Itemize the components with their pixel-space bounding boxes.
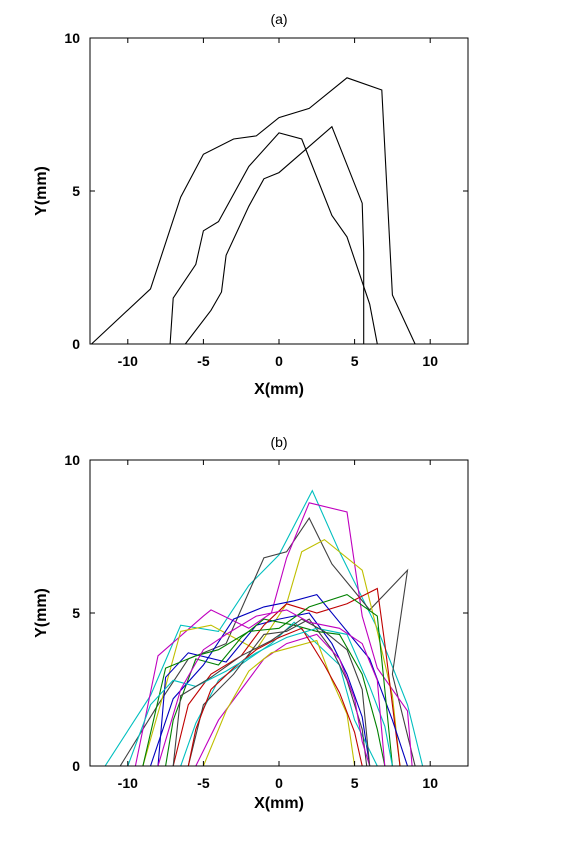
y-tick-label: 10	[64, 30, 80, 46]
series-line-13	[142, 593, 393, 767]
series-line-15	[127, 627, 393, 767]
chart-panel-b: -10 -5 0 5 10 0 5 10 (b) X(mm) Y(mm)	[33, 434, 469, 812]
x-tick-label: -10	[118, 775, 138, 791]
series-line-1	[91, 77, 416, 345]
series-line-1	[104, 489, 424, 767]
y-tick-label: 0	[72, 758, 80, 774]
series-line-8	[180, 621, 378, 767]
panel-title: (a)	[270, 11, 287, 27]
x-tick-label: -5	[197, 775, 210, 791]
x-tick-label: -5	[197, 353, 210, 369]
series-line-3	[184, 125, 365, 345]
y-tick-label: 10	[64, 452, 80, 468]
x-tick-label: 0	[275, 353, 283, 369]
x-axis-label: X(mm)	[254, 381, 304, 398]
series-line-3	[134, 502, 413, 767]
x-tick-label: 5	[351, 775, 359, 791]
series-line-17	[157, 609, 386, 767]
plot-frame	[89, 37, 469, 345]
y-tick-label: 5	[72, 605, 80, 621]
y-tick-label: 0	[72, 336, 80, 352]
x-tick-label: -10	[118, 353, 138, 369]
series-line-2	[119, 517, 416, 767]
x-tick-label: 10	[422, 353, 438, 369]
x-tick-label: 10	[422, 775, 438, 791]
series-line-2	[169, 132, 378, 345]
x-tick-label: 0	[275, 775, 283, 791]
y-axis-label: Y(mm)	[33, 588, 50, 638]
series-line-9	[187, 618, 368, 767]
y-axis-label: Y(mm)	[33, 166, 50, 216]
chart-panel-a: -10 -5 0 5 10 0 5 10 (a) X(mm) Y(mm)	[33, 11, 469, 398]
x-axis-label: X(mm)	[254, 795, 304, 812]
y-tick-label: 5	[72, 183, 80, 199]
x-tick-label: 5	[351, 353, 359, 369]
panel-title: (b)	[270, 434, 287, 450]
series-line-14	[187, 627, 363, 767]
series-line-12	[149, 593, 409, 767]
series-line-5	[157, 612, 371, 767]
series-line-11	[202, 639, 356, 767]
series-line-10	[195, 633, 371, 767]
series-line-16	[172, 618, 371, 767]
